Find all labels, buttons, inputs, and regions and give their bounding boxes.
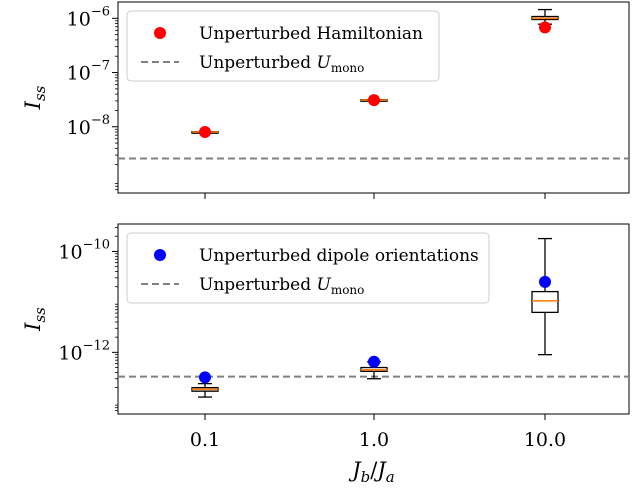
- y-minor-ticks: [115, 226, 118, 412]
- legend-frame: [126, 232, 490, 304]
- series-points: [199, 275, 551, 384]
- legend-label-u-mono: Unperturbed Umono: [199, 53, 364, 75]
- x-tick-label: 10.0: [524, 429, 566, 451]
- y-tick-label: 10−7: [67, 59, 110, 85]
- legend-frame: [126, 10, 440, 82]
- box-iqr: [531, 290, 559, 314]
- series-points: [199, 21, 551, 139]
- data-point-0.1: [199, 126, 211, 139]
- legend-marker-circle: [154, 27, 166, 39]
- boxplot-0.1: [191, 382, 219, 398]
- boxplot-10.0: [531, 237, 559, 356]
- legend: Unperturbed Hamiltonian Unperturbed Umono: [126, 10, 440, 82]
- y-tick-label: 10−6: [67, 4, 110, 30]
- legend-marker-circle: [154, 249, 166, 261]
- y-axis-label: Iss: [21, 85, 49, 110]
- legend-label-series: Unperturbed Hamiltonian: [199, 24, 423, 44]
- x-tick-label: 0.1: [190, 429, 220, 451]
- data-point-1.0: [368, 94, 380, 107]
- x-tick-label: 1.0: [359, 429, 389, 451]
- y-tick-label: 10−12: [58, 338, 110, 364]
- legend-label-series: Unperturbed dipole orientations: [199, 246, 479, 266]
- legend-label-u-mono: Unperturbed Umono: [199, 275, 364, 297]
- data-point-0.1: [199, 371, 211, 384]
- data-point-1.0: [368, 355, 380, 368]
- data-point-10.0: [539, 21, 551, 34]
- y-minor-ticks: [115, 20, 118, 190]
- x-axis-label: Jb/Ja: [348, 458, 394, 486]
- panel-bottom: 10−12 10−10 Unperturbed dipole orientation…: [21, 223, 630, 420]
- y-tick-label: 10−10: [58, 237, 110, 263]
- y-tick-label: 10−8: [67, 113, 110, 139]
- data-point-10.0: [539, 275, 551, 288]
- y-axis-label: Iss: [21, 307, 49, 332]
- legend: Unperturbed dipole orientations Unperturb…: [126, 232, 490, 304]
